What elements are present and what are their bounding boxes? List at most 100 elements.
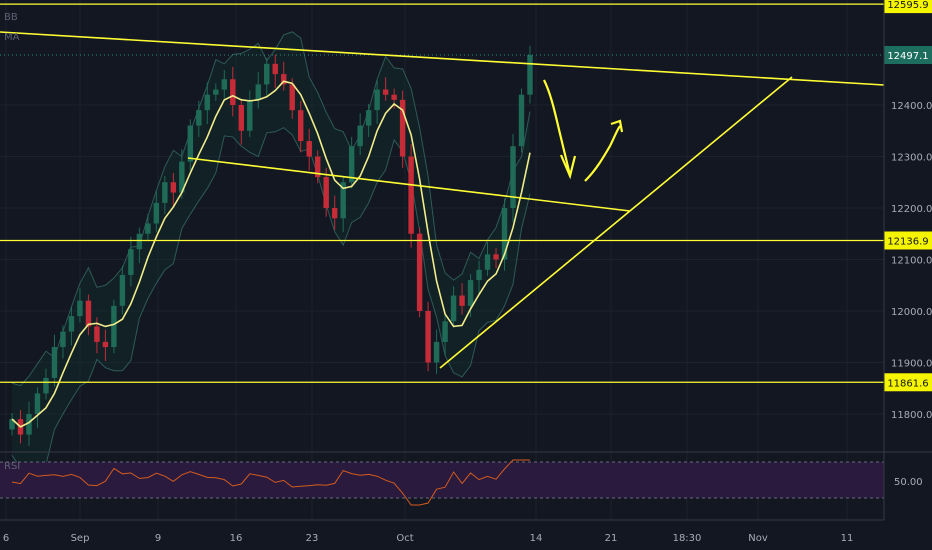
candle-body bbox=[255, 84, 261, 100]
time-tick-label: 14 bbox=[530, 533, 543, 544]
level-tag bbox=[884, 231, 932, 250]
candle-body bbox=[221, 79, 228, 90]
candle-body bbox=[119, 274, 126, 306]
candle-body bbox=[281, 74, 287, 85]
level-tag-label: 12136.9 bbox=[887, 236, 928, 247]
candle-body bbox=[187, 125, 194, 162]
candle-body bbox=[9, 419, 15, 430]
bb-indicator-label[interactable]: BB bbox=[4, 12, 18, 23]
candle-body bbox=[136, 233, 143, 250]
rsi-reference-label: 50.00 bbox=[894, 477, 923, 488]
candle-body bbox=[68, 316, 75, 332]
candle-body bbox=[365, 110, 372, 126]
candle-body bbox=[314, 156, 321, 178]
candle-body bbox=[153, 202, 160, 224]
candle-body bbox=[204, 94, 211, 111]
up-arrow-head bbox=[610, 119, 624, 133]
time-tick-label: Oct bbox=[396, 533, 413, 544]
candle-body bbox=[357, 125, 363, 147]
price-tick-label: 12200.0 bbox=[891, 204, 932, 215]
time-tick-label: 16 bbox=[230, 533, 243, 544]
time-tick-label: 6 bbox=[3, 533, 9, 544]
candle-body bbox=[247, 99, 253, 131]
candle-body bbox=[518, 94, 525, 147]
candle-body bbox=[179, 161, 185, 193]
price-tick-label: 12100.0 bbox=[891, 256, 932, 267]
time-tick-label: Nov bbox=[748, 533, 768, 544]
candle-body bbox=[323, 177, 329, 208]
rsi-pane bbox=[0, 459, 884, 506]
time-tick-label: Sep bbox=[71, 533, 90, 544]
candle-body bbox=[501, 208, 508, 260]
horizontal-levels[interactable]: 12595.9 12136.9 11861.6 12497.1 bbox=[0, 0, 932, 392]
time-tick-label: 18:30 bbox=[673, 533, 702, 544]
bb-lower bbox=[11, 127, 531, 470]
candle-body bbox=[459, 295, 465, 306]
candle-body bbox=[391, 94, 397, 100]
candle-body bbox=[213, 89, 219, 95]
price-tick-label: 11900.0 bbox=[891, 359, 932, 370]
candle-body bbox=[111, 305, 117, 348]
rsi-zone bbox=[0, 462, 884, 498]
bb-upper bbox=[11, 31, 531, 387]
candle-body bbox=[51, 347, 58, 378]
down-arrow-head bbox=[559, 154, 577, 180]
candle-body bbox=[289, 84, 295, 111]
level-tag-label: 12595.9 bbox=[887, 0, 928, 11]
ma-line bbox=[11, 80, 531, 428]
candle-body bbox=[94, 326, 100, 342]
candle-body bbox=[433, 341, 440, 363]
up-arrow-sketch bbox=[584, 125, 621, 182]
candle-body bbox=[382, 89, 389, 95]
candle-body bbox=[467, 280, 474, 306]
ma-indicator-label[interactable]: MA bbox=[4, 32, 20, 43]
current-price-tag bbox=[884, 45, 932, 64]
level-tag bbox=[884, 0, 932, 14]
candle-body bbox=[77, 300, 83, 317]
candle-body bbox=[416, 233, 423, 311]
level-tag bbox=[884, 373, 932, 392]
descending-resistance-line bbox=[0, 31, 885, 86]
candle-body bbox=[162, 182, 168, 203]
down-arrow-sketch bbox=[543, 79, 572, 177]
candle-body bbox=[442, 321, 448, 342]
candle-body bbox=[128, 249, 134, 275]
candle-body bbox=[374, 89, 380, 111]
candle-body bbox=[348, 146, 355, 183]
rsi-indicator-label[interactable]: RSI bbox=[4, 461, 21, 472]
level-tag-label: 11861.6 bbox=[887, 378, 928, 389]
candle-body bbox=[85, 300, 92, 327]
candle-body bbox=[272, 63, 278, 75]
candles bbox=[9, 45, 533, 446]
time-tick-label: 23 bbox=[306, 533, 319, 544]
trend-drawings[interactable] bbox=[0, 31, 885, 369]
price-tick-label: 11800.0 bbox=[891, 410, 932, 421]
candle-body bbox=[493, 254, 499, 260]
candle-body bbox=[145, 223, 151, 234]
candle-body bbox=[230, 79, 236, 105]
candle-body bbox=[331, 208, 338, 219]
candle-body bbox=[408, 156, 414, 234]
price-tick-label: 12400.0 bbox=[891, 101, 932, 112]
price-tick-label: 12300.0 bbox=[891, 153, 932, 164]
candle-body bbox=[43, 377, 49, 394]
candle-body bbox=[34, 393, 41, 414]
candle-body bbox=[450, 295, 457, 322]
price-axis[interactable]: 11800.0 11900.0 12000.0 12100.0 12200.0 12300… bbox=[891, 101, 932, 421]
moving-average bbox=[11, 80, 531, 428]
candle-body bbox=[425, 311, 431, 363]
candle-body bbox=[510, 146, 516, 208]
candle-body bbox=[264, 63, 270, 85]
time-tick-label: 21 bbox=[605, 533, 618, 544]
time-axis[interactable]: 6 Sep 9 16 23 Oct 14 21 18:30 Nov 11 bbox=[3, 533, 854, 544]
candle-body bbox=[102, 341, 109, 348]
candle-body bbox=[484, 254, 491, 270]
neckline bbox=[187, 157, 631, 212]
rsi-line bbox=[11, 459, 530, 506]
time-tick-label: 9 bbox=[155, 533, 161, 544]
candle-body bbox=[527, 55, 533, 95]
ascending-support-line bbox=[439, 76, 793, 369]
candle-body bbox=[306, 141, 312, 157]
candle-body bbox=[170, 182, 177, 193]
